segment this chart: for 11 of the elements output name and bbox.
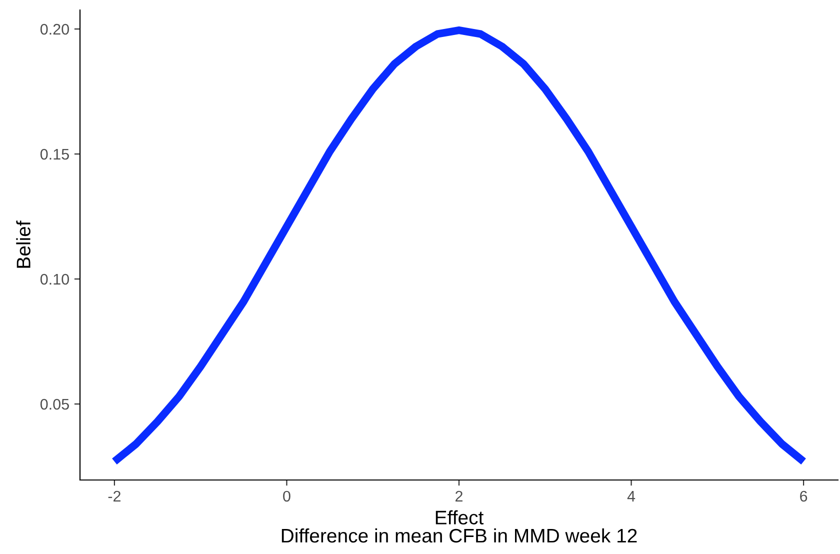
y-tick-label: 0.05 (40, 398, 69, 410)
y-axis-title: Belief (16, 220, 30, 268)
x-tick-label: 6 (800, 490, 808, 502)
y-tick-label: 0.10 (40, 274, 69, 285)
y-tick-label: 0.15 (40, 148, 69, 160)
x-tick-label: -2 (108, 490, 120, 502)
y-tick-label: 0.20 (40, 24, 69, 35)
x-tick-label: 2 (456, 490, 462, 502)
x-axis-title: Effect Difference in mean CFB in MMD week 12 (282, 510, 637, 543)
x-tick-label: 4 (627, 490, 636, 502)
x-tick-label: 0 (283, 490, 290, 502)
